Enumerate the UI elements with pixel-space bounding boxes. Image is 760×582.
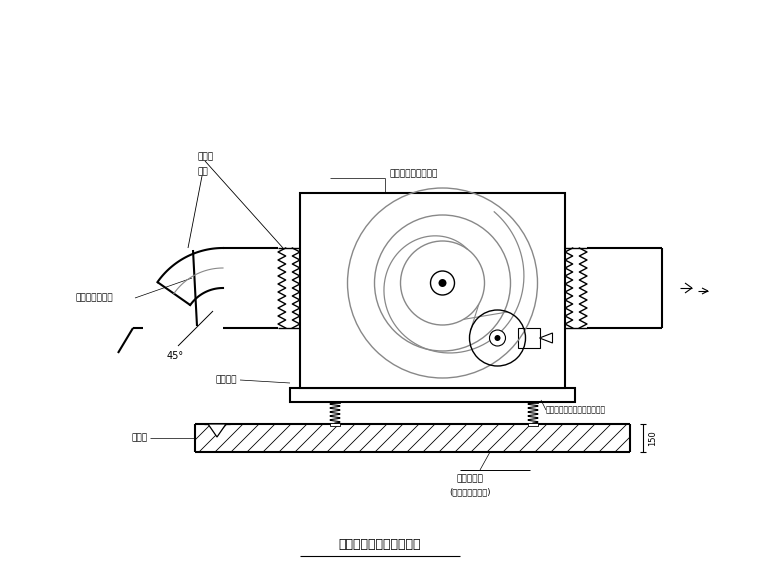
Text: (由土建配合施工): (由土建配合施工) [449,487,491,496]
Circle shape [495,335,501,341]
Circle shape [439,279,447,287]
Polygon shape [208,424,226,437]
Bar [528,423,538,426]
Text: 屋面箱式通风机安装详图: 屋面箱式通风机安装详图 [339,538,421,551]
Text: 防震型离心式通风机: 防震型离心式通风机 [390,169,439,178]
Bar [330,400,340,403]
Text: 混凝土墓墩: 混凝土墓墩 [457,474,483,483]
Circle shape [489,330,505,346]
Text: 45°: 45° [166,351,184,361]
Bar [528,400,538,403]
Text: 弹簧减震器及橡胶防振垫处处: 弹簧减震器及橡胶防振垫处处 [546,406,606,414]
Circle shape [430,271,454,295]
Bar [518,328,540,348]
Text: 风管: 风管 [197,167,207,176]
Bar [330,423,340,426]
Polygon shape [540,333,553,343]
Text: 150: 150 [648,430,657,446]
Text: 屋顶面: 屋顶面 [132,434,148,442]
Text: 槽钢支架: 槽钢支架 [216,375,237,385]
Text: 软接管: 软接管 [197,152,213,161]
Bar [300,193,565,388]
Text: 设不锈钢蝶止阀: 设不锈钢蝶止阀 [75,293,112,303]
Bar [290,388,575,402]
